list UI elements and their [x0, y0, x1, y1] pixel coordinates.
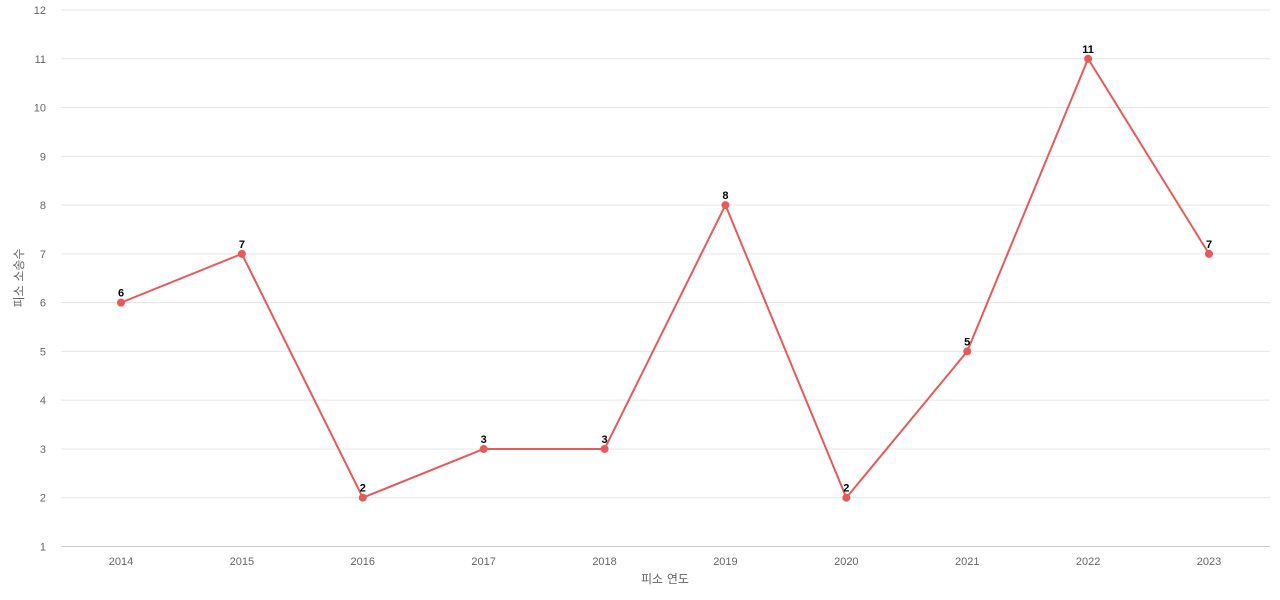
y-tick-label-1: 1 [40, 542, 46, 554]
data-point-2014 [117, 298, 125, 307]
data-point-2022 [1084, 54, 1093, 63]
data-label-2023: 7 [1206, 239, 1212, 251]
x-tick-label-2020: 2020 [834, 556, 858, 568]
y-tick-label-4: 4 [40, 395, 46, 407]
x-tick-label-2015: 2015 [230, 556, 254, 568]
y-tick-label-9: 9 [40, 151, 46, 163]
y-axis-title: 피소 소송수 [12, 248, 26, 307]
y-tick-label-11: 11 [35, 54, 46, 66]
y-tick-label-10: 10 [34, 103, 46, 115]
x-axis-title: 피소 연도 [641, 572, 689, 586]
x-tick-label-2021: 2021 [955, 556, 979, 568]
y-tick-label-8: 8 [40, 200, 46, 212]
data-point-2017 [479, 444, 488, 453]
y-tick-label-2: 2 [40, 493, 46, 505]
data-label-2017: 3 [481, 434, 487, 446]
y-tick-label-12: 12 [34, 5, 46, 17]
data-label-2016: 2 [360, 483, 366, 495]
data-label-2015: 7 [239, 239, 245, 251]
data-label-2021: 5 [964, 336, 970, 348]
series-line [120, 57, 1210, 499]
data-label-2020: 2 [843, 483, 849, 495]
y-tick-label-3: 3 [40, 444, 46, 456]
data-label-2014: 6 [118, 288, 124, 300]
data-label-2022: 11 [1082, 44, 1094, 56]
grid-layer [61, 9, 1270, 547]
x-tick-label-2018: 2018 [592, 556, 616, 568]
y-tick-label-5: 5 [40, 346, 46, 358]
data-point-2018 [600, 444, 609, 453]
data-point-2023 [1205, 249, 1213, 258]
y-tick-label-6: 6 [40, 298, 46, 310]
data-point-2021 [963, 347, 972, 356]
data-point-2015 [237, 249, 246, 258]
data-point-2016 [358, 493, 367, 502]
data-label-2019: 8 [722, 190, 728, 202]
data-label-2018: 3 [601, 434, 607, 446]
y-tick-label-7: 7 [40, 249, 46, 261]
x-axis: 2014 2015 2016 2017 2018 2019 2020 2021 2022 2023 [109, 556, 1221, 568]
x-tick-label-2017: 2017 [471, 556, 495, 568]
series-layer [117, 54, 1213, 502]
x-tick-label-2019: 2019 [713, 556, 737, 568]
data-point-2019 [721, 201, 730, 210]
data-point-2020 [842, 493, 851, 502]
data-labels-layer: 6 7 2 3 3 8 2 5 11 7 [118, 44, 1212, 495]
x-tick-label-2016: 2016 [351, 556, 375, 568]
x-tick-label-2023: 2023 [1197, 556, 1221, 568]
x-tick-label-2022: 2022 [1076, 556, 1100, 568]
x-tick-label-2014: 2014 [109, 556, 133, 568]
